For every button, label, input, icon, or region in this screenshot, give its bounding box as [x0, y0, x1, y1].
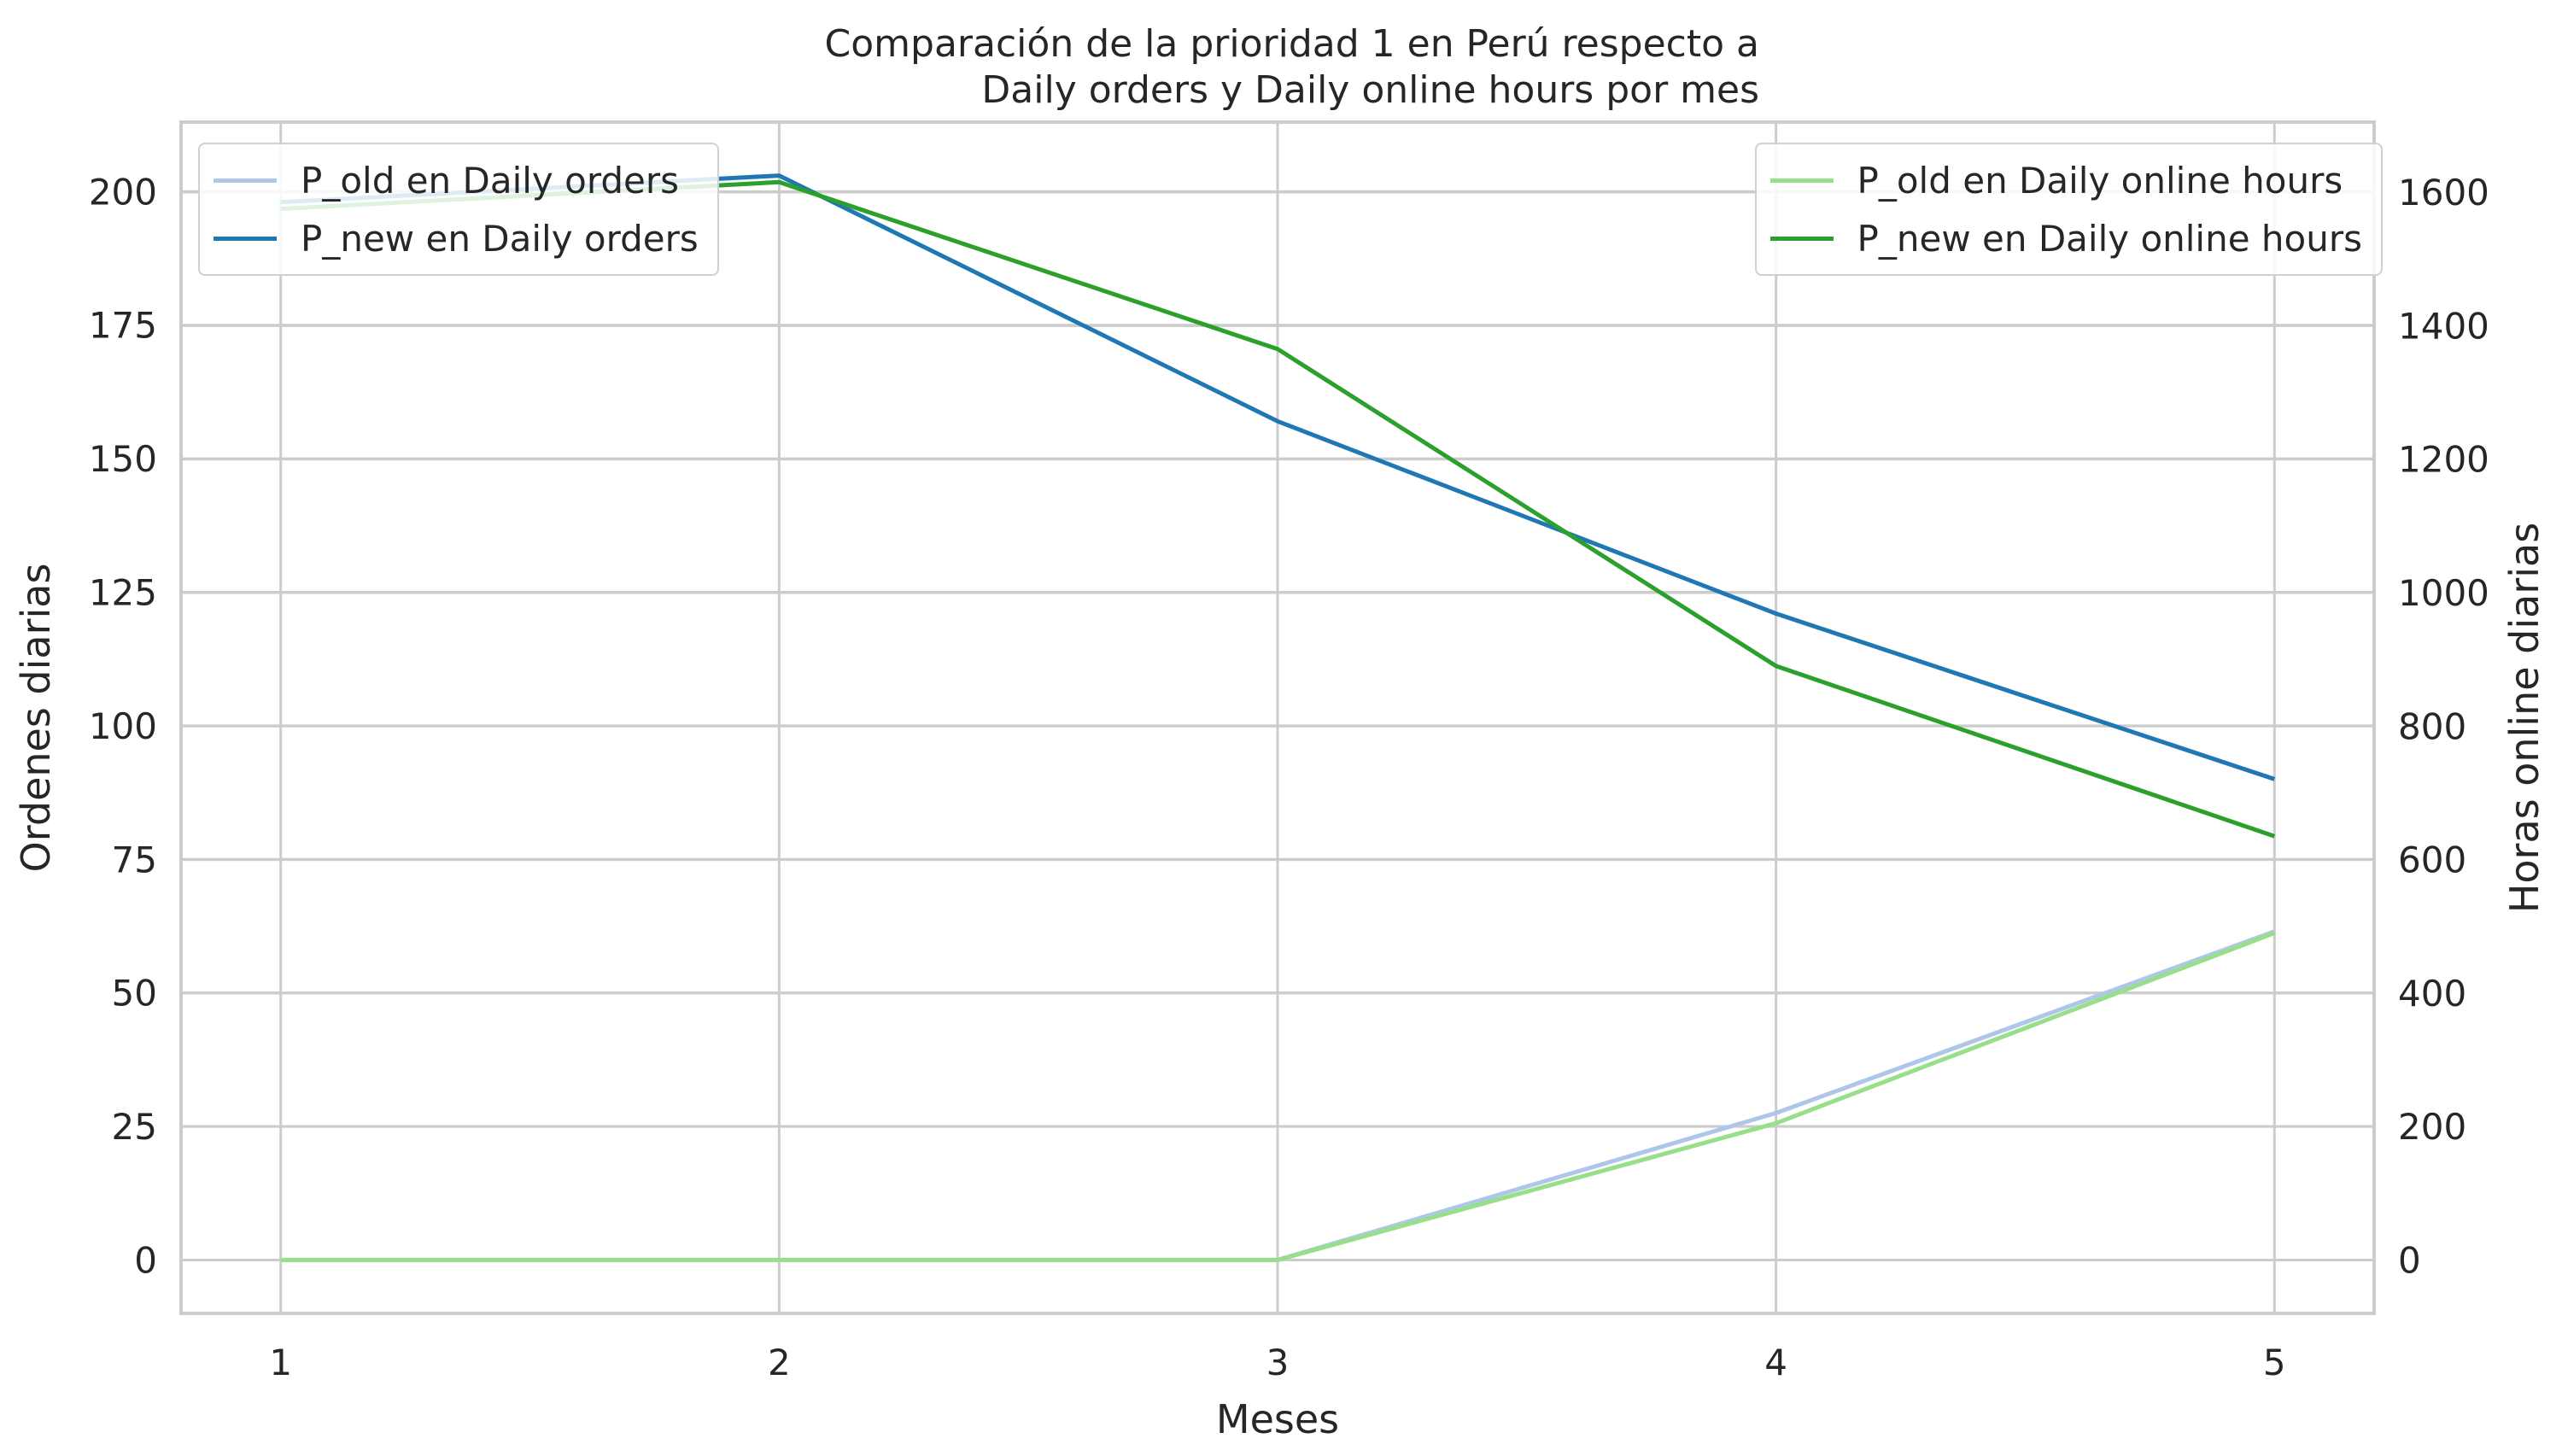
legend-swatch — [1769, 236, 1834, 241]
y-left-tick-label: 50 — [112, 973, 157, 1015]
y-axis-right-label: Horas online diarias — [2501, 523, 2547, 913]
y-right-tick-label: 1600 — [2398, 172, 2489, 213]
grid — [181, 122, 2374, 1313]
x-tick-label: 3 — [1266, 1342, 1290, 1383]
y-right-tick-label: 1200 — [2398, 439, 2489, 481]
x-axis-label: Meses — [1216, 1396, 1339, 1442]
y-left-tick-label: 150 — [89, 438, 157, 480]
y-left-tick-label: 0 — [134, 1239, 157, 1281]
y-left-tick-label: 25 — [112, 1106, 157, 1148]
legend-item: P_old en Daily orders — [214, 151, 699, 209]
plot-frame — [179, 120, 2376, 1315]
legend-label: P_new en Daily orders — [301, 217, 699, 260]
x-tick-label: 2 — [768, 1342, 791, 1383]
y-right-tick-label: 200 — [2398, 1106, 2466, 1148]
tick-labels: 1 2 3 4 502550751001251501752000200400600800… — [89, 171, 2489, 1383]
legend-item: P_old en Daily online hours — [1769, 151, 2362, 209]
y-right-tick-label: 600 — [2398, 839, 2466, 881]
legend-item: P_new en Daily orders — [214, 209, 699, 267]
y-right-tick-label: 1400 — [2398, 305, 2489, 347]
y-left-tick-label: 100 — [89, 705, 157, 747]
chart-title-line-2: Daily orders y Daily online hours por me… — [981, 68, 1759, 112]
y-left-tick-label: 175 — [89, 305, 157, 347]
y-left-tick-label: 125 — [89, 571, 157, 613]
y-right-tick-label: 0 — [2398, 1239, 2421, 1281]
legend-label: P_old en Daily orders — [301, 159, 680, 202]
y-right-tick-label: 1000 — [2398, 572, 2489, 614]
chart-title-line-1: Comparación de la prioridad 1 en Perú re… — [824, 22, 1759, 66]
x-tick-label: 5 — [2263, 1342, 2286, 1383]
x-tick-label: 1 — [269, 1342, 292, 1383]
legend-item: P_new en Daily online hours — [1769, 209, 2362, 267]
legend-swatch — [1769, 178, 1834, 183]
legend-swatch — [214, 178, 277, 183]
y-left-tick-label: 75 — [112, 839, 157, 880]
y-axis-left-label: Ordenes diarias — [13, 564, 59, 873]
legend-right: P_old en Daily online hours P_new en Dai… — [1754, 143, 2383, 276]
x-tick-label: 4 — [1764, 1342, 1787, 1383]
legend-swatch — [214, 236, 277, 241]
series-line — [280, 931, 2276, 1262]
y-right-tick-label: 400 — [2398, 973, 2466, 1015]
legend-left: P_old en Daily orders P_new en Daily ord… — [198, 143, 719, 276]
y-right-tick-label: 800 — [2398, 705, 2466, 747]
y-left-tick-label: 200 — [89, 171, 157, 213]
legend-label: P_new en Daily online hours — [1857, 217, 2362, 260]
legend-label: P_old en Daily online hours — [1857, 159, 2343, 202]
